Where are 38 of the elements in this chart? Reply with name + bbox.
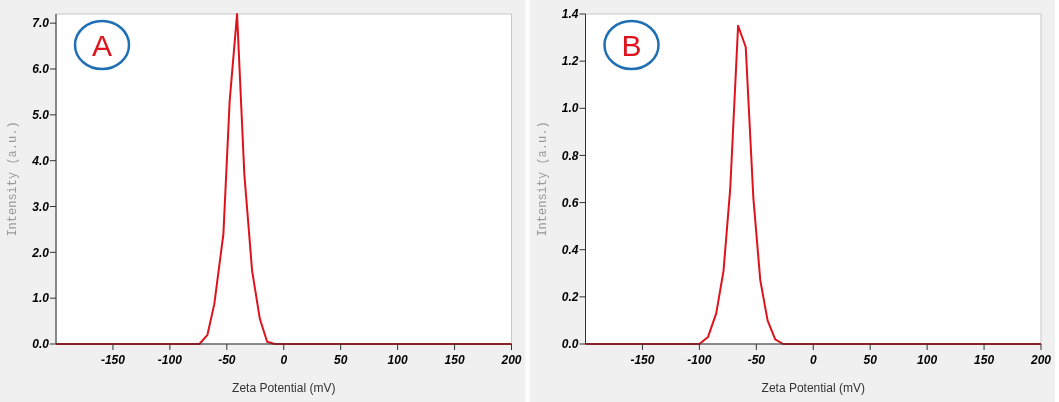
x-tick-label: -100 xyxy=(157,353,183,367)
x-tick-label: 100 xyxy=(917,353,938,367)
x-tick-label: -100 xyxy=(687,353,712,367)
x-tick-label: 200 xyxy=(500,353,522,367)
y-tick-label: 1.2 xyxy=(561,54,579,69)
y-axis-title: Intensity (a.u.) xyxy=(6,121,20,237)
x-tick-label: 0 xyxy=(280,353,288,367)
y-tick-label: 1.4 xyxy=(561,7,579,22)
y-tick-label: 7.0 xyxy=(32,16,50,31)
y-tick-label: 2.0 xyxy=(31,245,50,260)
y-tick-label: 0.6 xyxy=(561,195,579,210)
x-tick-label: 200 xyxy=(1029,353,1052,367)
x-tick-label: 150 xyxy=(444,353,465,367)
y-axis-title: Intensity (a.u.) xyxy=(535,121,550,237)
y-tick-label: 1.0 xyxy=(32,291,50,306)
x-tick-label: 150 xyxy=(974,353,995,367)
y-tick-label: 0.0 xyxy=(32,337,50,352)
y-tick-label: 0.4 xyxy=(561,242,579,257)
x-tick-label: 100 xyxy=(387,353,408,367)
y-tick-label: 0.2 xyxy=(561,290,579,305)
x-tick-label: -150 xyxy=(630,353,655,367)
x-tick-label: -150 xyxy=(100,353,126,367)
x-tick-label: 50 xyxy=(863,353,878,367)
y-tick-label: 0.0 xyxy=(561,337,579,352)
y-tick-label: 1.0 xyxy=(561,101,579,116)
annotation: B xyxy=(621,28,642,62)
y-tick-label: 6.0 xyxy=(32,62,50,77)
x-tick-label: 50 xyxy=(334,353,348,367)
x-axis-title: Zeta Potential (mV) xyxy=(232,381,336,395)
y-tick-label: 5.0 xyxy=(32,108,50,123)
x-tick-label: -50 xyxy=(747,353,766,367)
y-tick-label: 3.0 xyxy=(32,199,50,214)
x-axis-title: Zeta Potential (mV) xyxy=(761,381,865,395)
y-tick-label: 0.8 xyxy=(561,148,579,163)
x-tick-label: 0 xyxy=(809,353,817,367)
y-tick-label: 4.0 xyxy=(31,153,50,168)
annotation: A xyxy=(91,28,113,62)
x-tick-label: -50 xyxy=(218,353,236,367)
